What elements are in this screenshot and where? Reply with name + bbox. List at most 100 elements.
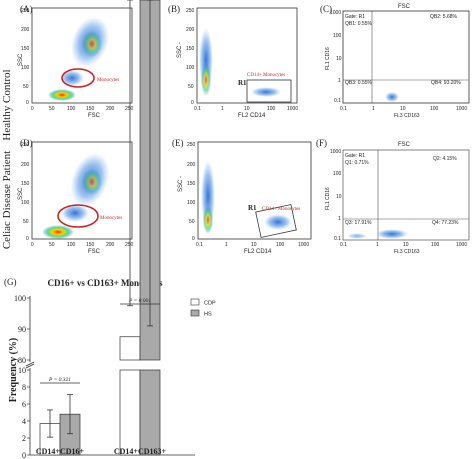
xtick: 150 bbox=[86, 106, 95, 112]
y-tick-label: 4 bbox=[22, 417, 26, 426]
plot-frame bbox=[342, 149, 470, 241]
xtick: 100 bbox=[276, 242, 285, 248]
xtick: 150 bbox=[86, 242, 95, 248]
quadrant-q1: Q1: 0.71% bbox=[345, 160, 369, 166]
xtick: 0.1 bbox=[194, 106, 201, 112]
ytick: 100 bbox=[21, 200, 30, 206]
legend-label: CDP bbox=[204, 301, 216, 307]
quadrant-q3: QB3: 0.55% bbox=[345, 80, 373, 86]
ylabel: FL1 CD16 bbox=[325, 47, 331, 70]
dot-density bbox=[48, 16, 110, 101]
chart-title: CD16+ vs CD163+ Monocytes bbox=[48, 278, 163, 288]
quadrant-q2: Q2: 4.15% bbox=[433, 156, 457, 162]
ytick: 100 bbox=[333, 33, 342, 39]
xlabel: FSC bbox=[88, 113, 101, 119]
xtick: 100 bbox=[267, 106, 276, 112]
xtick: 100 bbox=[430, 106, 439, 112]
xlabel: FL3 CD163 bbox=[394, 249, 420, 255]
ytick: 250 bbox=[21, 142, 30, 148]
gate-label: CD14+ Monocytes bbox=[262, 207, 300, 212]
cd14-gate bbox=[246, 79, 292, 103]
ytick: 10 bbox=[336, 194, 342, 200]
xtick: 1 bbox=[221, 106, 224, 112]
quadrant-q2: QB2: 5.68% bbox=[430, 14, 458, 20]
quadrant-q1: QB1: 0.55% bbox=[345, 21, 373, 27]
ytick: 100 bbox=[186, 65, 195, 71]
bar bbox=[119, 369, 141, 456]
xtick: 200 bbox=[106, 106, 115, 112]
ytick: 100 bbox=[187, 200, 196, 206]
ytick: 50 bbox=[23, 84, 29, 90]
xtick: 1 bbox=[376, 242, 379, 248]
gate-text: Gate: R1 bbox=[345, 14, 365, 20]
bar bbox=[119, 336, 141, 361]
cd14-gate bbox=[255, 204, 297, 238]
legend-swatch bbox=[190, 298, 200, 306]
dot-density bbox=[376, 229, 408, 239]
ytick: 50 bbox=[188, 84, 194, 90]
ytick: 1000 bbox=[330, 149, 341, 155]
gate-text: Gate: R1 bbox=[345, 153, 365, 159]
gate-label: Monocytes bbox=[97, 78, 119, 83]
xtick: 1000 bbox=[456, 242, 467, 248]
legend: CDP HS bbox=[190, 298, 216, 318]
quadrant-q3: Q3: 17.91% bbox=[345, 220, 372, 226]
ytick: 0 bbox=[192, 236, 195, 242]
ytick: 150 bbox=[21, 46, 30, 52]
ytick: 250 bbox=[187, 142, 196, 148]
category-label: CD14+CD16+ bbox=[36, 447, 85, 456]
plot-frame bbox=[31, 141, 133, 240]
quadrant-q4: QB4: 93.20% bbox=[431, 80, 461, 86]
legend-label: HS bbox=[204, 312, 212, 318]
xtick: 0 bbox=[31, 106, 34, 112]
xtick: 1 bbox=[372, 106, 375, 112]
xtick: 10 bbox=[251, 242, 257, 248]
y-tick-label: 10 bbox=[18, 366, 26, 375]
xtick: 100 bbox=[67, 242, 76, 248]
panel-d: (D) Monocytes SSC FSC 250 200 150 100 50… bbox=[18, 138, 134, 255]
monocyte-gate bbox=[57, 204, 99, 228]
xtick: 1000 bbox=[287, 106, 298, 112]
xlabel: FL2 CD14 bbox=[238, 113, 266, 119]
ytick: 1 bbox=[338, 78, 341, 84]
ytick: 0 bbox=[191, 100, 194, 106]
axis-break-mark bbox=[25, 363, 35, 369]
ytick: 100 bbox=[21, 65, 30, 71]
panel-letter: (E) bbox=[172, 138, 184, 148]
y-tick-label: 2 bbox=[22, 434, 26, 443]
xtick: 50 bbox=[49, 242, 55, 248]
y-tick-label: 90 bbox=[18, 325, 26, 334]
ytick: 50 bbox=[189, 219, 195, 225]
plot-frame bbox=[196, 7, 298, 104]
y-tick-label: 8 bbox=[22, 383, 26, 392]
y-tick-label: 0 bbox=[22, 451, 26, 459]
ylabel: SSC - bbox=[177, 42, 183, 58]
monocyte-gate bbox=[61, 68, 95, 88]
category-label: CD14+CD163+ bbox=[114, 447, 167, 456]
region-label: R1 bbox=[238, 79, 247, 87]
panel-letter: (A) bbox=[20, 4, 33, 14]
xlabel: FL3 CD163 bbox=[394, 113, 420, 119]
ytick: 200 bbox=[21, 27, 30, 33]
xtick: 0 bbox=[31, 242, 34, 248]
ytick: 0 bbox=[26, 100, 29, 106]
dot-density bbox=[199, 28, 281, 97]
plot-title: FSC bbox=[398, 4, 411, 10]
xlabel: FL2 CD14 bbox=[244, 249, 272, 255]
dot-density bbox=[201, 160, 292, 234]
xtick: 1000 bbox=[298, 242, 309, 248]
xtick: 100 bbox=[431, 242, 440, 248]
panel-letter: (C) bbox=[320, 4, 332, 14]
p-value-label: P = 0.321 bbox=[48, 377, 71, 383]
gate-label: Monocytes bbox=[100, 216, 122, 221]
panel-letter: (G) bbox=[4, 277, 17, 287]
plot-title: FSC bbox=[398, 142, 411, 148]
xtick: 0.1 bbox=[196, 242, 203, 248]
panel-e: (E) R1 CD14+ Monocytes SSC - FL2 CD14 25… bbox=[172, 138, 312, 255]
dot-density bbox=[347, 233, 367, 239]
ytick: 100 bbox=[333, 171, 342, 177]
ytick: 200 bbox=[21, 162, 30, 168]
gate-label: CD14+ Monocytes bbox=[247, 73, 285, 78]
xtick: 10 bbox=[244, 106, 250, 112]
